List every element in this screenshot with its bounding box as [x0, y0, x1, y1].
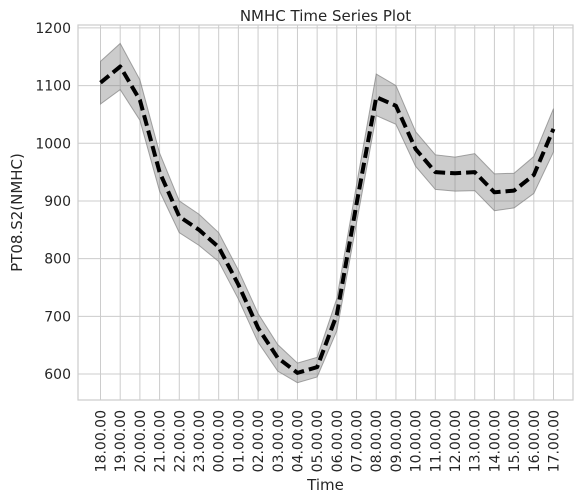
y-tick-label: 700 — [44, 309, 71, 325]
y-axis-title: PT08.S2(NMHC) — [8, 153, 26, 272]
x-tick-label: 11.00.00 — [428, 410, 444, 472]
y-tick-label: 800 — [44, 252, 71, 268]
x-tick-label: 10.00.00 — [409, 410, 425, 472]
x-tick-label: 21.00.00 — [153, 410, 169, 472]
plot-frame — [77, 24, 574, 401]
x-tick-label: 08.00.00 — [369, 410, 385, 472]
x-tick-label: 16.00.00 — [527, 410, 543, 472]
chart-title: NMHC Time Series Plot — [240, 7, 411, 25]
x-tick-label: 07.00.00 — [350, 410, 366, 472]
x-tick-label: 18.00.00 — [94, 410, 110, 472]
confidence-band — [100, 42, 554, 384]
y-tick-label: 900 — [44, 194, 71, 210]
x-tick-label: 05.00.00 — [310, 410, 326, 472]
x-tick-label: 15.00.00 — [507, 410, 523, 472]
x-axis-title: Time — [306, 476, 344, 494]
y-tick-labels: 600 700 800 900 1000 1100 1200 — [35, 21, 71, 383]
y-tick-label: 1100 — [35, 79, 71, 95]
x-tick-label: 17.00.00 — [547, 410, 563, 472]
x-tick-label: 02.00.00 — [251, 410, 267, 472]
x-tick-label: 23.00.00 — [192, 410, 208, 472]
x-tick-label: 09.00.00 — [389, 410, 405, 472]
x-tick-label: 14.00.00 — [487, 410, 503, 472]
x-tick-label: 00.00.00 — [212, 410, 228, 472]
x-tick-label: 13.00.00 — [468, 410, 484, 472]
y-tick-label: 1200 — [35, 21, 71, 37]
x-tick-label: 19.00.00 — [113, 410, 129, 472]
x-tick-label: 04.00.00 — [290, 410, 306, 472]
y-tick-label: 1000 — [35, 136, 71, 152]
series-line — [99, 64, 556, 375]
y-tick-label: 600 — [44, 367, 71, 383]
x-tick-label: 03.00.00 — [271, 410, 287, 472]
x-tick-label: 06.00.00 — [330, 410, 346, 472]
x-tick-labels: 18.00.00 19.00.00 20.00.00 21.00.00 22.00.00… — [94, 410, 563, 472]
x-tick-label: 12.00.00 — [448, 410, 464, 472]
x-tick-label: 22.00.00 — [172, 410, 188, 472]
y-gridlines — [78, 27, 573, 375]
x-tick-label: 20.00.00 — [133, 410, 149, 472]
x-tick-label: 01.00.00 — [231, 410, 247, 472]
